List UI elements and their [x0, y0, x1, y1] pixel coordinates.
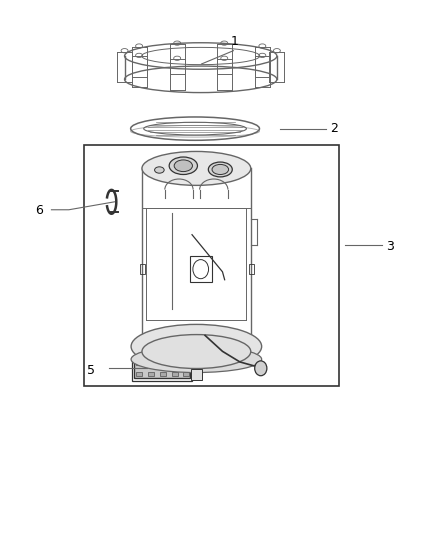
Text: 1: 1 [230, 35, 238, 48]
Bar [191, 369, 201, 381]
Bar [134, 358, 190, 378]
Ellipse shape [169, 157, 198, 174]
Ellipse shape [142, 151, 251, 185]
Ellipse shape [131, 325, 261, 368]
Ellipse shape [208, 162, 232, 177]
Bar [160, 360, 166, 365]
Bar [148, 372, 154, 376]
Text: 2: 2 [330, 122, 338, 135]
Bar [184, 372, 189, 376]
Bar [136, 372, 142, 376]
Bar [249, 264, 254, 274]
Bar [184, 360, 189, 365]
Ellipse shape [155, 167, 164, 173]
Ellipse shape [142, 335, 251, 368]
Bar [140, 264, 145, 274]
Ellipse shape [174, 160, 192, 172]
Bar [172, 360, 178, 365]
Text: 5: 5 [87, 365, 95, 377]
Bar [190, 256, 212, 282]
Text: 3: 3 [387, 240, 395, 253]
Circle shape [254, 361, 267, 376]
Ellipse shape [212, 165, 229, 174]
Ellipse shape [131, 346, 261, 373]
Bar [132, 356, 191, 381]
Bar [84, 144, 339, 386]
Text: 6: 6 [35, 204, 43, 217]
Bar [136, 360, 142, 365]
Bar [172, 372, 178, 376]
Bar [148, 360, 154, 365]
Bar [160, 372, 166, 376]
